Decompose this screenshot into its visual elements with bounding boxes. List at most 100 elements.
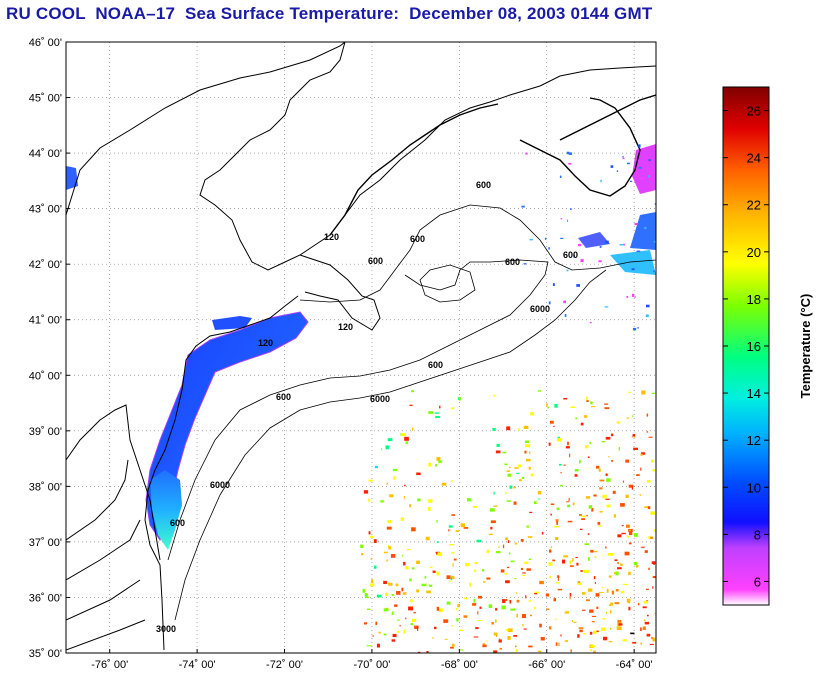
sst-pixel xyxy=(417,498,421,502)
sst-pixel xyxy=(557,438,562,442)
sst-pixel xyxy=(541,532,544,535)
sst-pixel xyxy=(570,406,576,408)
sst-pixel xyxy=(579,459,581,464)
sst-pixel xyxy=(486,549,489,553)
sst-pixel xyxy=(534,593,538,595)
sst-pixel xyxy=(409,504,412,508)
sst-pixel xyxy=(482,569,485,572)
sst-pixel xyxy=(601,587,603,588)
contour-label: 120 xyxy=(324,232,339,242)
sst-pixel xyxy=(638,144,641,148)
sst-pixel xyxy=(428,584,433,587)
sst-pixel xyxy=(605,240,609,244)
sst-pixel xyxy=(493,505,498,507)
sst-pixel xyxy=(467,498,471,502)
sst-pixel xyxy=(593,576,596,580)
sst-pixel xyxy=(514,578,517,580)
sst-pixel xyxy=(540,637,545,641)
sst-pixel xyxy=(514,645,517,648)
sst-pixel xyxy=(584,543,590,545)
sst-pixel xyxy=(653,270,655,272)
sst-pixel xyxy=(586,400,589,402)
sst-pixel xyxy=(640,467,642,471)
sst-pixel xyxy=(562,559,566,564)
sst-pixel xyxy=(589,609,594,613)
sst-pixel xyxy=(477,595,482,599)
contour-label: 600 xyxy=(563,250,578,260)
sst-pixel xyxy=(399,624,401,627)
sst-pixel xyxy=(650,536,654,539)
sst-pixel xyxy=(387,438,393,442)
sst-pixel xyxy=(615,589,619,592)
sst-pixel xyxy=(587,456,590,458)
sst-pixel xyxy=(396,591,401,595)
sst-pixel xyxy=(476,539,482,543)
sst-pixel xyxy=(617,619,622,624)
colorbar-tick-label: 20 xyxy=(747,245,761,260)
sst-pixel xyxy=(633,436,635,438)
sst-pixel xyxy=(464,597,468,600)
sst-pixel xyxy=(362,588,365,593)
sst-pixel xyxy=(506,426,511,431)
sst-pixel xyxy=(555,582,560,584)
contour-label: 3000 xyxy=(156,624,176,634)
sst-pixel xyxy=(583,633,586,635)
sst-pixel xyxy=(436,552,438,555)
sst-pixel xyxy=(513,635,517,637)
sst-pixel xyxy=(451,514,455,516)
sst-pixel xyxy=(614,602,620,605)
sst-pixel xyxy=(429,566,433,569)
sst-pixel xyxy=(389,494,394,498)
sst-pixel xyxy=(585,444,589,449)
sst-pixel xyxy=(509,466,511,469)
sst-pixel xyxy=(428,499,433,503)
sst-pixel xyxy=(488,604,493,608)
sst-pixel xyxy=(654,203,656,205)
sst-pixel xyxy=(549,575,552,579)
sst-pixel xyxy=(581,592,586,595)
sst-pixel xyxy=(548,562,553,566)
sst-pixel xyxy=(626,535,630,538)
colorbar-tick-label: 24 xyxy=(747,151,761,166)
sst-pixel xyxy=(581,518,585,520)
sst-pixel xyxy=(523,425,529,429)
sst-pixel xyxy=(526,458,531,462)
sst-pixel xyxy=(370,558,373,560)
sst-pixel xyxy=(599,511,603,513)
sst-pixel xyxy=(550,513,552,516)
sst-pixel xyxy=(618,623,623,626)
sst-pixel xyxy=(401,587,404,592)
sst-pixel xyxy=(617,567,622,570)
sst-pixel xyxy=(383,551,388,554)
latitude-label: 37˚ 00' xyxy=(29,537,62,549)
sst-pixel xyxy=(644,271,647,274)
sst-pixel xyxy=(616,626,622,630)
sst-pixel xyxy=(646,480,651,483)
sst-pixel xyxy=(646,588,649,590)
sst-pixel xyxy=(369,583,375,587)
sst-sound-water xyxy=(212,316,252,330)
sst-upper-left xyxy=(66,166,78,190)
sst-pixel xyxy=(391,639,396,642)
contour-label: 120 xyxy=(258,338,273,348)
sst-pixel xyxy=(426,651,429,653)
sst-pixel xyxy=(435,464,437,467)
sst-pixel xyxy=(394,604,398,607)
sst-pixel xyxy=(593,494,597,497)
coastline-north xyxy=(329,94,656,236)
graticule-grid xyxy=(66,41,656,654)
latitude-label: 38˚ 00' xyxy=(29,481,62,493)
sst-pixel xyxy=(437,552,442,556)
sst-pixel xyxy=(640,546,645,548)
sst-pixel xyxy=(642,606,647,609)
sst-pixel xyxy=(622,157,625,160)
contour-label: 6000 xyxy=(530,304,550,314)
sst-pixel xyxy=(405,617,407,620)
sst-pixel xyxy=(628,542,632,545)
sst-pixel xyxy=(568,152,573,155)
sst-pixel xyxy=(609,610,612,614)
contour-label: 600 xyxy=(428,360,443,370)
sst-gulf-patch-4 xyxy=(578,232,610,248)
colorbar-tick-label: 26 xyxy=(747,104,761,119)
sst-pixel xyxy=(622,156,624,158)
